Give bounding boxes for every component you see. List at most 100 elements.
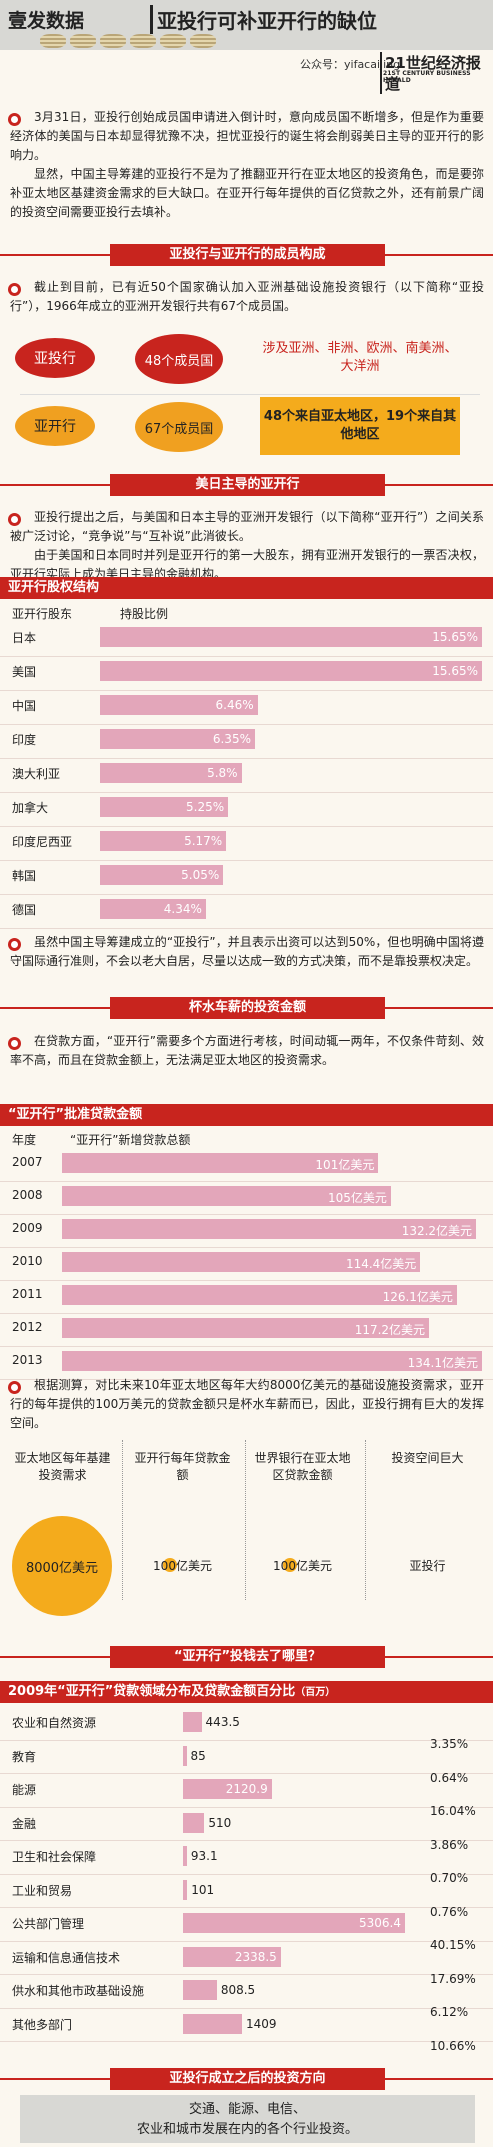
chart-row-divider — [0, 1940, 493, 1942]
estimate-text: 根据测算，对比未来10年亚太地区每年大约8000亿美元的基础设施投资需求，亚开行… — [10, 1376, 484, 1433]
chart-category-label: 其他多部门 — [12, 2017, 73, 2032]
chart-title-loans: “亚开行”批准贷款金额 — [0, 1104, 493, 1126]
chart-value-label: 126.1亿美元 — [382, 1290, 453, 1304]
aiib-label: 亚投行 — [15, 338, 95, 378]
chart-percent-label: 10.66% — [430, 2038, 476, 2053]
coin-stack-icon — [40, 34, 240, 52]
col-adb-value: 100亿美元 — [153, 1559, 212, 1573]
section-title-members: 亚投行与亚开行的成员构成 — [110, 244, 385, 266]
chart-value-label: 134.1亿美元 — [407, 1356, 478, 1370]
members-paragraph: 截止到目前，已有近50个国家确认加入亚洲基础设施投资银行（以下简称“亚投行”），… — [10, 280, 484, 313]
chart-row-divider — [0, 894, 493, 895]
chart-value-label: 85 — [190, 1748, 206, 1763]
chart-category-label: 2009 — [12, 1221, 43, 1235]
bullet-icon — [8, 938, 21, 951]
chart-row-divider — [0, 690, 493, 691]
section-title-where: “亚开行”投钱去了哪里？ — [110, 1646, 385, 1668]
chart-percent-label: 0.70% — [430, 1871, 469, 1885]
col-aiib-value: 亚投行 — [409, 1559, 446, 1573]
chart-value-label: 5.8% — [207, 766, 238, 780]
dominance-paragraph-1: 亚投行提出之后，与美国和日本主导的亚洲开发银行（以下简称“亚开行”）之间关系被广… — [10, 510, 484, 543]
section-title-loans: 杯水车薪的投资金额 — [110, 997, 385, 1019]
page-title: 亚投行可补亚开行的缺位 — [150, 5, 377, 34]
bullet-icon — [8, 1381, 21, 1394]
chart-category-label: 2011 — [12, 1287, 43, 1301]
chart-category-label: 农业和自然资源 — [12, 1716, 97, 1730]
chart-row-divider — [0, 1873, 493, 1875]
chart-category-label: 2007 — [12, 1155, 43, 1169]
chart-row-divider — [0, 1181, 493, 1182]
shares-note: 虽然中国主导筹建成立的“亚投行”，并且表示出资可以达到50%，但也明确中国将遵守… — [10, 933, 484, 971]
chart-row-divider — [0, 1379, 493, 1380]
chart-value-label: 5.17% — [184, 834, 223, 848]
chart-bar — [100, 865, 224, 885]
dominance-text: 亚投行提出之后，与美国和日本主导的亚洲开发银行（以下简称“亚开行”）之间关系被广… — [10, 508, 484, 584]
loans-text: 在贷款方面，“亚开行”需要多个方面进行考核，时间动辄一两年，不仅条件苛刻、效率不… — [10, 1032, 484, 1070]
chart-value-label: 4.34% — [163, 902, 202, 916]
chart-ylabel-shareholders: 亚开行股东 — [12, 607, 73, 621]
chart-bar — [100, 763, 242, 783]
chart-value-label: 6.35% — [212, 732, 251, 746]
chart-value-label: 443.5 — [205, 1715, 240, 1729]
chart-percent-label: 17.69% — [430, 1971, 476, 1986]
chart-value-label: 101亿美元 — [315, 1158, 375, 1172]
chart-bar — [183, 1980, 217, 2000]
intro-text: 3月31日，亚投行创始成员国申请进入倒计时，意向成员国不断增多，但是作为重要经济… — [10, 108, 484, 222]
chart-bar — [62, 1351, 482, 1371]
chart-bar — [183, 1712, 202, 1732]
header-bar: 壹发数据 亚投行可补亚开行的缺位 — [0, 0, 493, 50]
estimate-paragraph: 根据测算，对比未来10年亚太地区每年大约8000亿美元的基础设施投资需求，亚开行… — [10, 1378, 484, 1430]
chart-row-divider — [0, 758, 493, 759]
bullet-icon — [8, 113, 21, 126]
chart-category-label: 澳大利亚 — [12, 767, 61, 781]
chart-category-label: 印度 — [12, 733, 37, 747]
chart-bar — [62, 1252, 421, 1272]
chart-bar — [100, 661, 482, 681]
chart-row-divider — [0, 792, 493, 793]
chart-bar — [100, 729, 255, 749]
chart-bar — [100, 899, 206, 919]
chart-value-label: 15.65% — [432, 664, 478, 678]
chart-value-label: 117.2亿美元 — [354, 1323, 426, 1337]
chart-title-sectors-unit: （百万） — [295, 1687, 336, 1698]
chart-category-label: 金融 — [12, 1816, 37, 1831]
chart-row-divider — [0, 1907, 493, 1908]
chart-row-divider — [0, 2041, 493, 2042]
bullet-icon — [8, 513, 21, 526]
chart-category-label: 加拿大 — [12, 801, 49, 815]
chart-bar — [62, 1219, 477, 1239]
chart-category-label: 2010 — [12, 1254, 43, 1268]
chart-row-divider — [0, 826, 493, 827]
adb-member-regions: 48个来自亚太地区，19个来自其他地区 — [260, 397, 460, 455]
chart-bar — [183, 1779, 272, 1799]
chart-row-divider — [0, 860, 493, 861]
chart-percent-label: 0.76% — [430, 1904, 469, 1919]
chart-row-divider — [0, 1739, 493, 1741]
col-aiib-head: 投资空间巨大 — [391, 1451, 464, 1465]
chart-row-divider — [0, 1840, 493, 1841]
section-title-future: 亚投行成立之后的投资方向 — [110, 2068, 385, 2090]
header-tag: 壹发数据 — [8, 10, 85, 32]
chart-bar — [100, 831, 227, 851]
aiib-member-regions: 涉及亚洲、非洲、欧洲、南美洲、大洋洲 — [262, 341, 458, 374]
chart-percent-label: 40.15% — [430, 1938, 476, 1952]
bullet-icon — [8, 1037, 21, 1050]
chart-value-label: 510 — [208, 1815, 232, 1830]
intro-paragraph-2: 显然，中国主导筹建的亚投行不是为了推翻亚开行在亚太地区的投资角色，而是要弥补亚太… — [10, 167, 484, 219]
worldbank-dot — [283, 1558, 297, 1572]
chart-category-label: 卫生和社会保障 — [12, 1850, 97, 1864]
chart-category-label: 德国 — [12, 903, 37, 917]
chart-value-label: 2338.5 — [234, 1949, 277, 1964]
chart-title-sectors-text: 2009年“亚开行”贷款领域分布及贷款金额百分比 — [8, 1684, 296, 1699]
brand-logo-en: 21ST CENTURY BUSINESS HERALD — [383, 70, 471, 84]
chart-value-label: 1409 — [245, 2016, 277, 2031]
loans-paragraph: 在贷款方面，“亚开行”需要多个方面进行考核，时间动辄一两年，不仅条件苛刻、效率不… — [10, 1034, 484, 1067]
chart-category-label: 中国 — [12, 699, 37, 713]
chart-bar — [62, 1318, 430, 1338]
chart-bar — [62, 1285, 457, 1305]
col-worldbank-head: 世界银行在亚太地区贷款金额 — [254, 1451, 351, 1482]
chart-category-label: 2013 — [12, 1353, 43, 1367]
chart-category-label: 工业和贸易 — [12, 1883, 73, 1898]
chart-bar — [100, 695, 258, 715]
col-worldbank-value: 100亿美元 — [273, 1559, 332, 1573]
